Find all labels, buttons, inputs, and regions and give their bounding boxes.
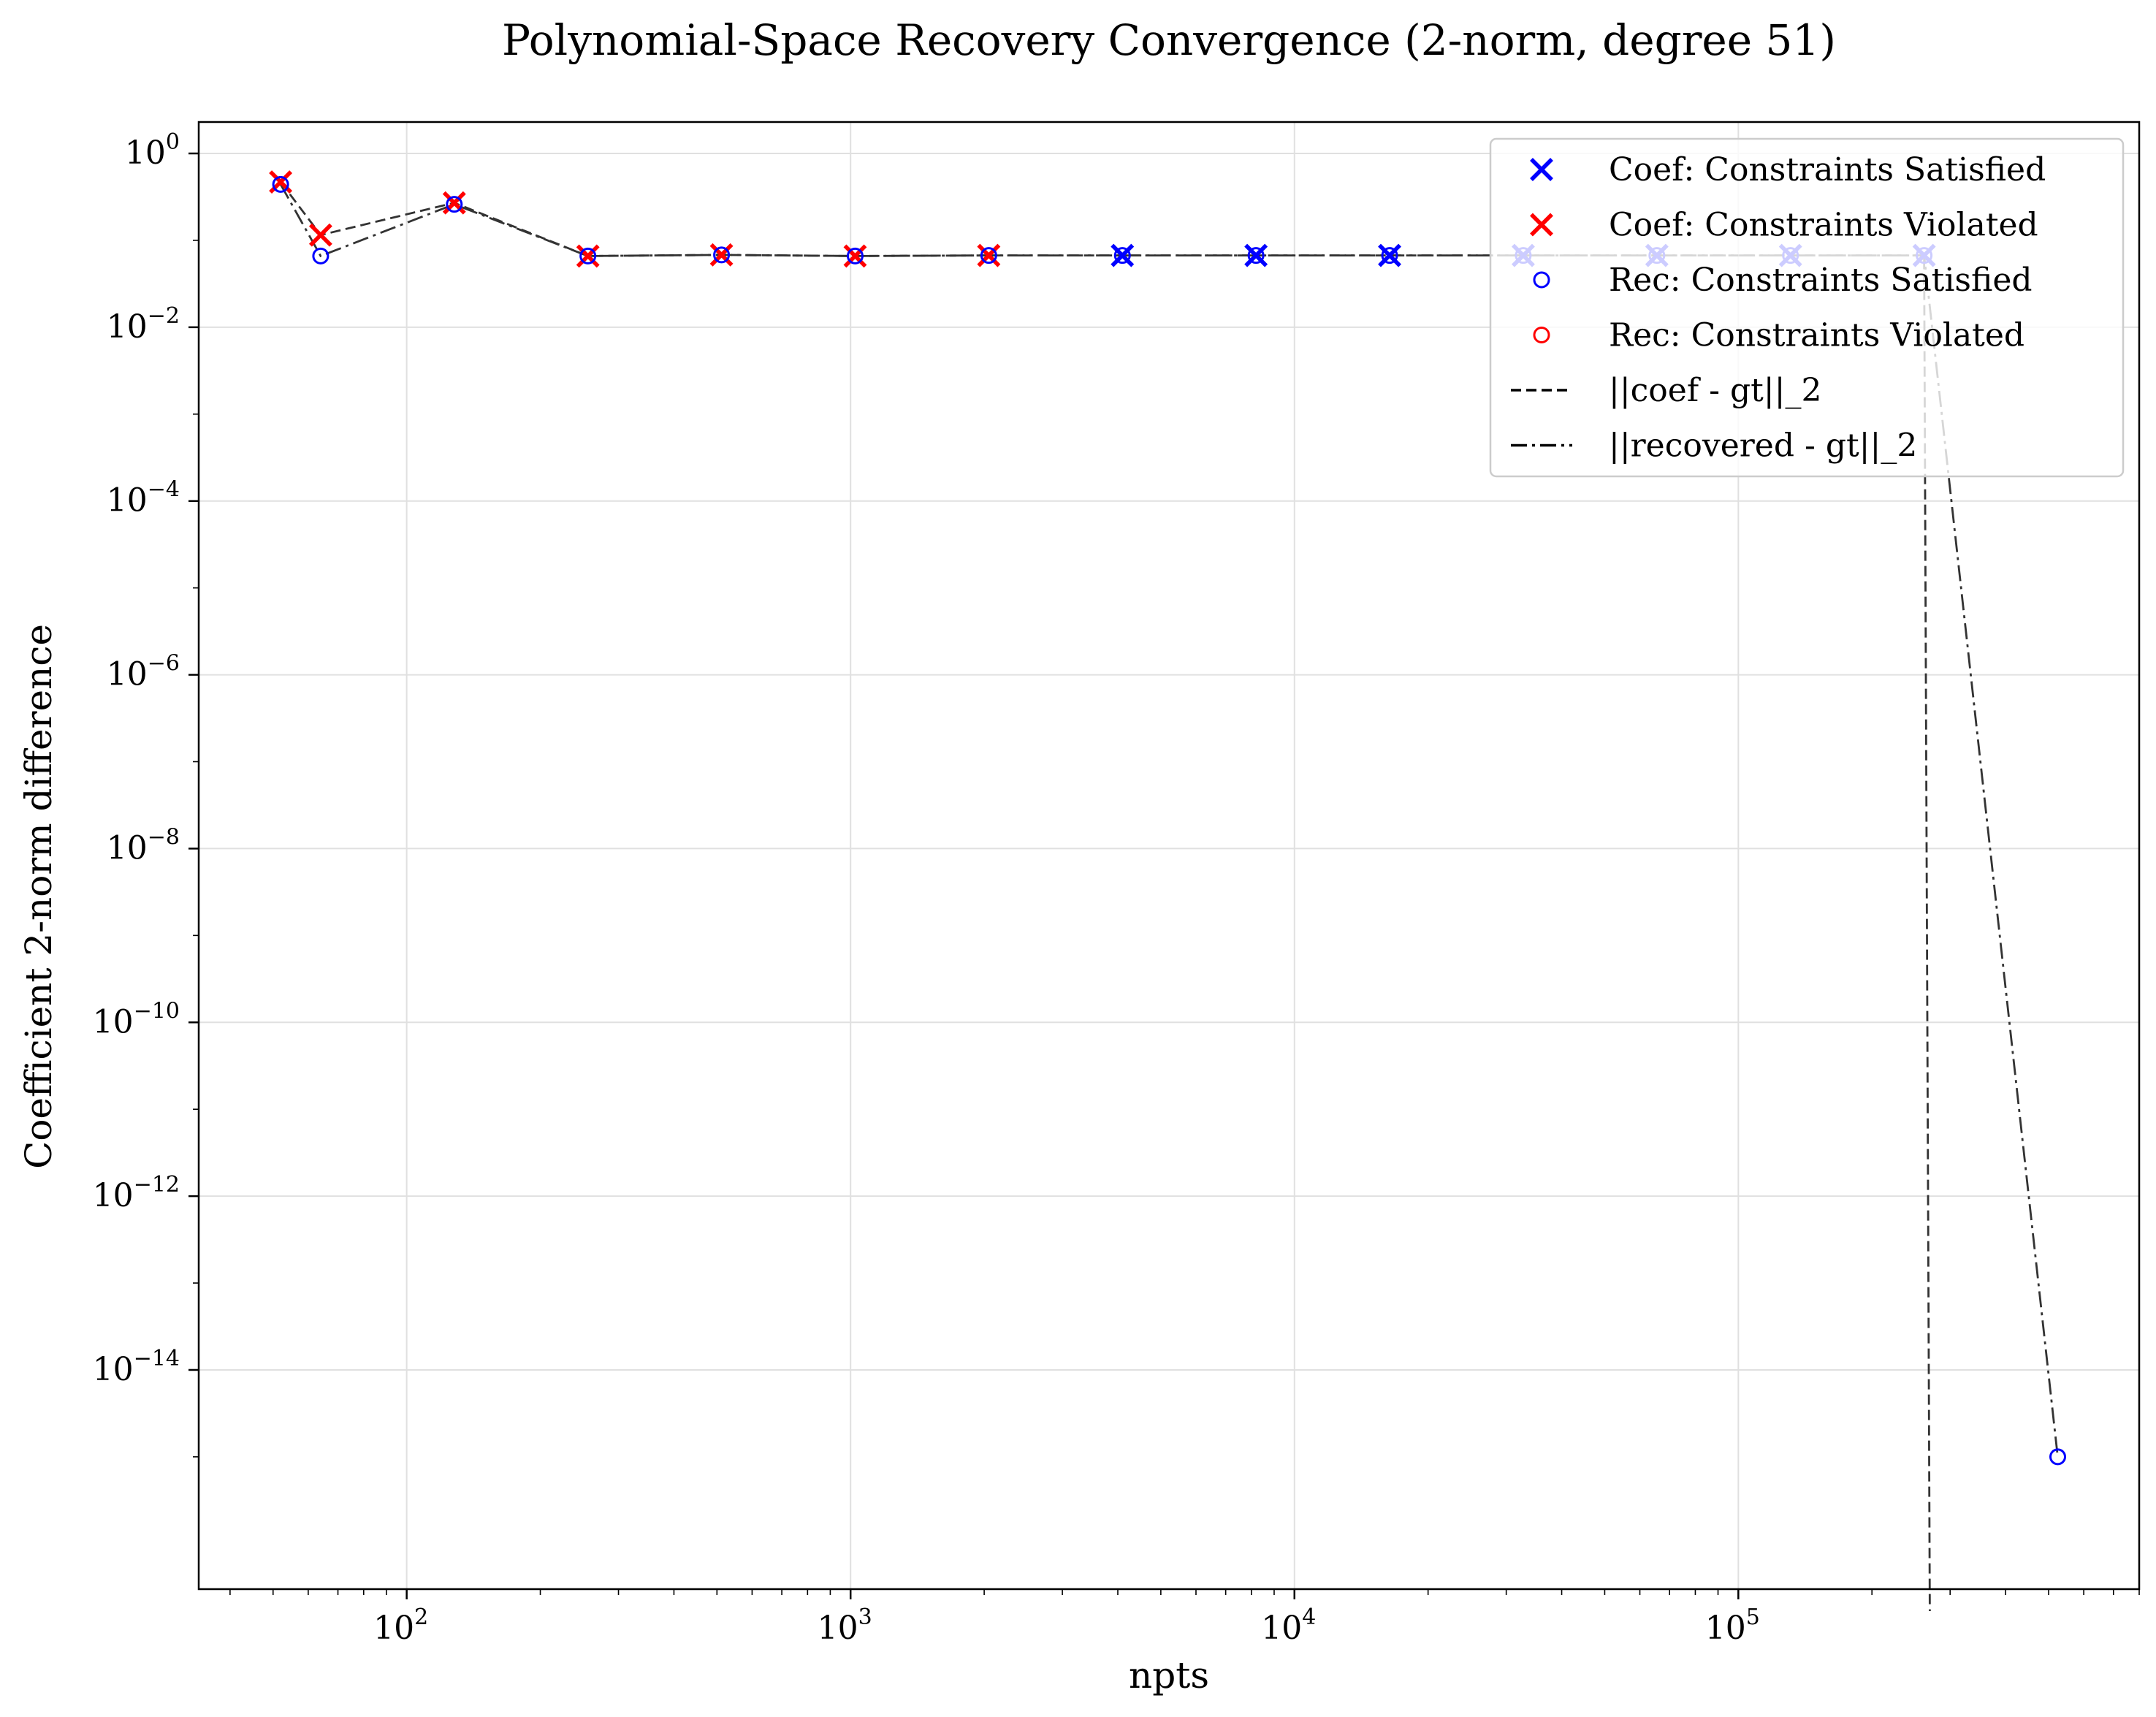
coef-marker: [1244, 243, 1268, 267]
y-tick-label: 10−12: [93, 1172, 180, 1214]
x-tick-label: 104: [1261, 1604, 1316, 1647]
x-tick-label: 105: [1705, 1604, 1760, 1647]
legend-label: Coef: Constraints Violated: [1609, 207, 2038, 244]
coef-marker: [1378, 243, 1401, 267]
rec-marker: [713, 246, 731, 264]
coef-marker-stroke: [576, 244, 600, 268]
legend-circle-marker: [1533, 327, 1550, 343]
rec-marker: [2049, 1448, 2067, 1466]
coef-marker-stroke: [977, 243, 1001, 267]
chart-title: Polynomial-Space Recovery Convergence (2…: [502, 15, 1836, 65]
x-tick-label: 102: [373, 1604, 428, 1647]
coef-marker: [709, 243, 734, 267]
coef-marker: [1111, 243, 1135, 267]
coef-marker-stroke: [308, 223, 332, 247]
rec-marker: [1113, 247, 1131, 264]
y-tick-label: 100: [125, 129, 180, 172]
y-tick-label: 10−6: [107, 651, 180, 693]
legend-x-marker: [1530, 213, 1553, 237]
axis-ticks: 102 103 104 105 100 10−2 10−4 10−6 10−8 10−10 10−1…: [93, 129, 2140, 1647]
coef-marker-stroke: [1378, 243, 1401, 267]
legend-box: [1489, 137, 2125, 478]
rec-marker: [272, 175, 289, 193]
y-tick-label: 10−8: [107, 824, 180, 867]
coef-marker: [308, 223, 332, 247]
y-tick-label: 10−2: [107, 303, 180, 346]
coef-marker: [843, 244, 867, 268]
legend-x-marker: [1530, 158, 1553, 181]
coef-marker: [977, 243, 1001, 267]
legend-label: Coef: Constraints Satisfied: [1609, 151, 2046, 189]
coef-marker-stroke: [1244, 243, 1268, 267]
x-tick-label: 103: [818, 1604, 872, 1647]
legend-label: ||coef - gt||_2: [1609, 372, 1821, 409]
x-axis-label: npts: [1129, 1654, 1209, 1697]
coef-marker-stroke: [843, 244, 867, 268]
legend-label: Rec: Constraints Satisfied: [1609, 262, 2033, 299]
rec-marker: [446, 196, 463, 213]
legend-label: ||recovered - gt||_2: [1609, 427, 1917, 465]
coef-marker: [442, 191, 466, 215]
y-tick-label: 10−10: [93, 998, 180, 1040]
rec-marker: [579, 247, 597, 264]
rec-marker: [1247, 247, 1265, 264]
coef-marker-stroke: [709, 243, 734, 267]
coef-marker-stroke: [442, 191, 466, 215]
plot-frame: [197, 121, 2141, 1591]
y-tick-label: 10−4: [107, 477, 180, 519]
coef-marker-stroke: [1111, 243, 1135, 267]
coef-marker: [576, 244, 600, 268]
legend-circle-marker: [1533, 271, 1550, 289]
rec-marker: [846, 247, 864, 264]
rec-marker: [312, 247, 330, 264]
y-axis-label: Coefficient 2-norm difference: [18, 624, 60, 1169]
rec-marker: [980, 247, 997, 264]
rec-marker: [1381, 247, 1398, 264]
y-tick-label: 10−14: [93, 1346, 180, 1388]
legend: Coef: Constraints Satisfied Coef: Constra…: [1489, 137, 2125, 478]
grid: [199, 122, 2139, 1589]
legend-label: Rec: Constraints Violated: [1609, 317, 2024, 354]
